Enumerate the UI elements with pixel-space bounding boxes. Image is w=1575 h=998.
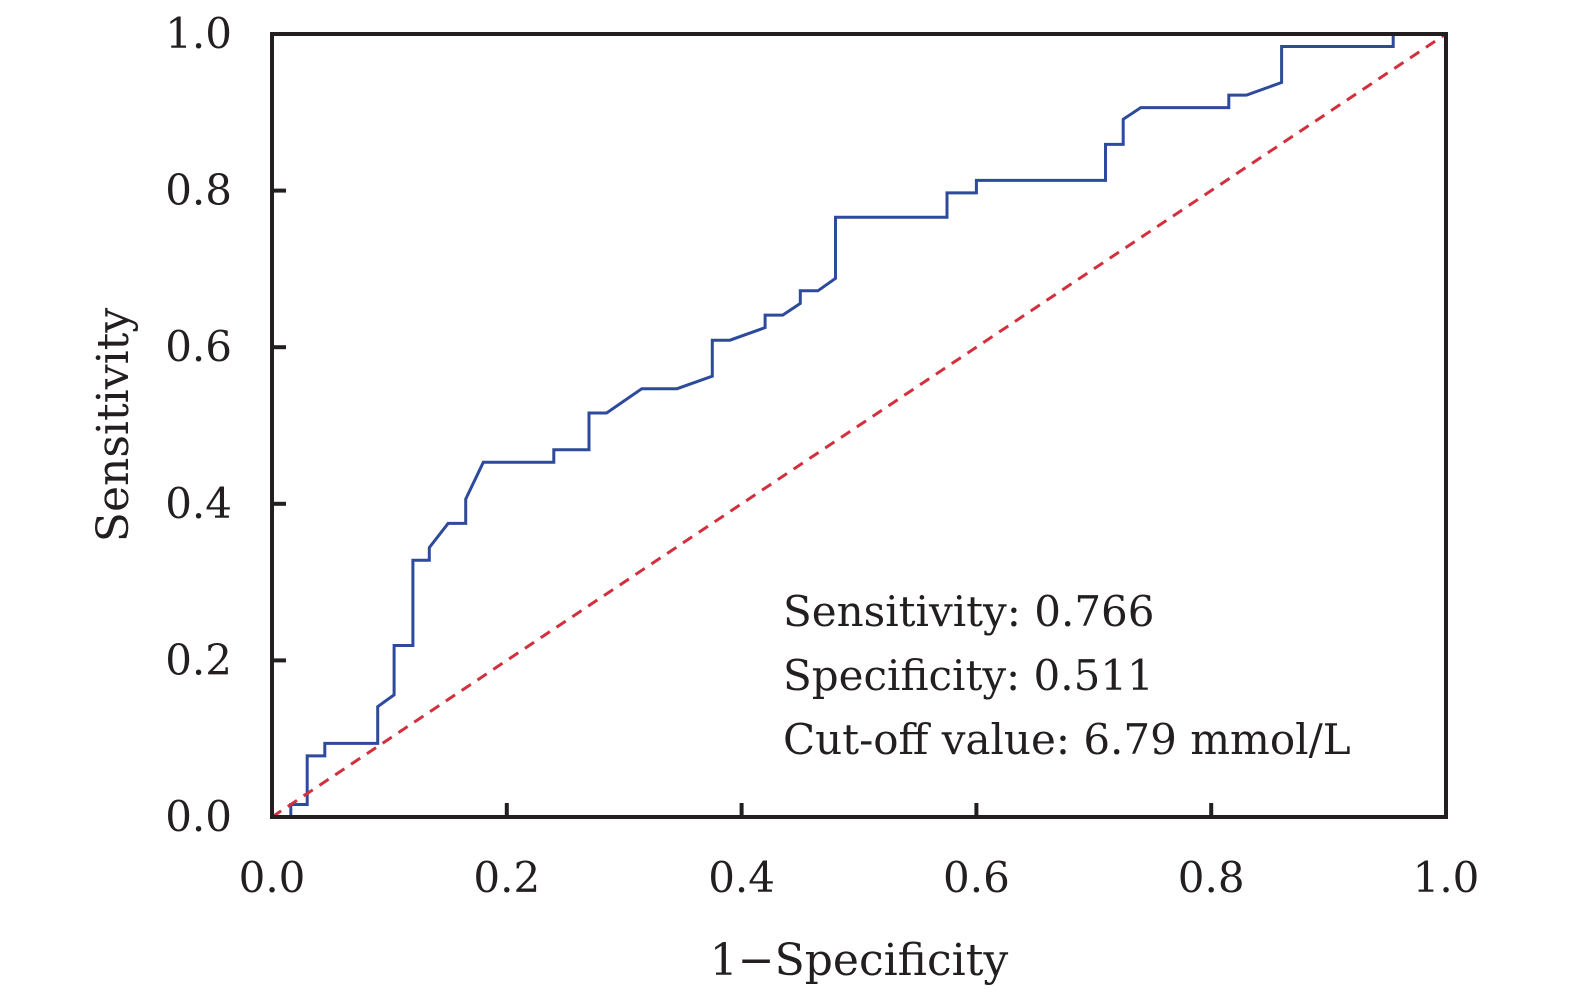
y-tick-label: 0.4 bbox=[165, 479, 232, 528]
x-tick-label: 0.4 bbox=[708, 853, 775, 902]
x-axis-label: 1−Specificity bbox=[710, 935, 1009, 986]
series-layer bbox=[271, 32, 1447, 819]
roc-curve-line bbox=[272, 32, 1446, 819]
y-tick-label: 1.0 bbox=[165, 9, 232, 58]
tick-layer: 0.0 0.2 0.4 0.6 0.8 1.0 0.0 0.2 0.4 0.6 0.8 1.0 bbox=[165, 9, 1479, 902]
annotation-cutoff: Cut-off value: 6.79 mmol/L bbox=[783, 715, 1351, 764]
x-tick-label: 0.8 bbox=[1178, 853, 1245, 902]
y-tick-label: 0.8 bbox=[165, 166, 232, 215]
y-tick-label: 0.6 bbox=[165, 322, 232, 371]
annotation-sensitivity: Sensitivity: 0.766 bbox=[783, 587, 1154, 636]
y-tick-label: 0.2 bbox=[165, 635, 232, 684]
annotation-specificity: Specificity: 0.511 bbox=[783, 651, 1154, 700]
reference-diagonal-line bbox=[271, 32, 1447, 819]
y-tick-label: 0.0 bbox=[165, 792, 232, 841]
x-tick-label: 0.0 bbox=[239, 853, 306, 902]
x-tick-label: 0.6 bbox=[943, 853, 1010, 902]
x-tick-label: 1.0 bbox=[1413, 853, 1480, 902]
y-axis-label: Sensitivity bbox=[88, 308, 139, 543]
x-tick-label: 0.2 bbox=[473, 853, 540, 902]
plot-frame bbox=[270, 32, 1448, 819]
